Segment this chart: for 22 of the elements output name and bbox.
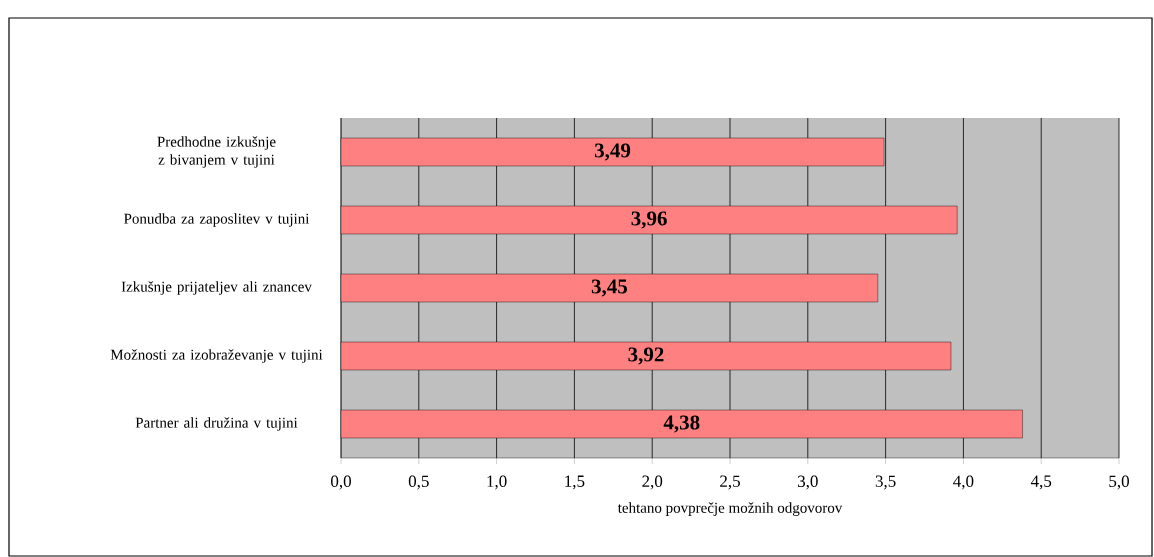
y-tick-label: Možnosti za izobraževanje v tujini [110, 349, 323, 363]
x-tick-label: 4,5 [1030, 475, 1052, 490]
x-tick-label: 4,0 [953, 475, 974, 490]
x-tick-label: 5,0 [1109, 475, 1129, 490]
x-tick-label: 3,0 [797, 475, 818, 490]
y-tick-label: Predhodne izkušnje z bivanjem v tujini [157, 136, 276, 168]
x-tick-label: 0,0 [331, 475, 351, 490]
x-tick-label: 2,5 [720, 475, 740, 490]
x-tick-label: 3,5 [875, 475, 896, 490]
data-label: 3,45 [591, 279, 628, 297]
y-tick-label: Ponudba za zaposlitev v tujini [124, 213, 310, 227]
y-tick-label: Partner ali družina v tujini [135, 417, 298, 431]
data-label: 4,38 [663, 415, 700, 433]
x-tick-label: 0,5 [408, 475, 429, 490]
x-tick-label: 2,0 [642, 475, 663, 490]
data-label: 3,92 [628, 347, 664, 365]
data-label: 3,49 [594, 143, 631, 161]
x-tick-label: 1,0 [487, 475, 507, 490]
x-axis-title: tehtano povprečje možnih odgovorov [617, 502, 843, 516]
y-tick-label: Izkušnje prijateljev ali znancev [121, 281, 312, 295]
data-label: 3,96 [631, 211, 667, 229]
x-tick-label: 1,5 [565, 475, 585, 490]
